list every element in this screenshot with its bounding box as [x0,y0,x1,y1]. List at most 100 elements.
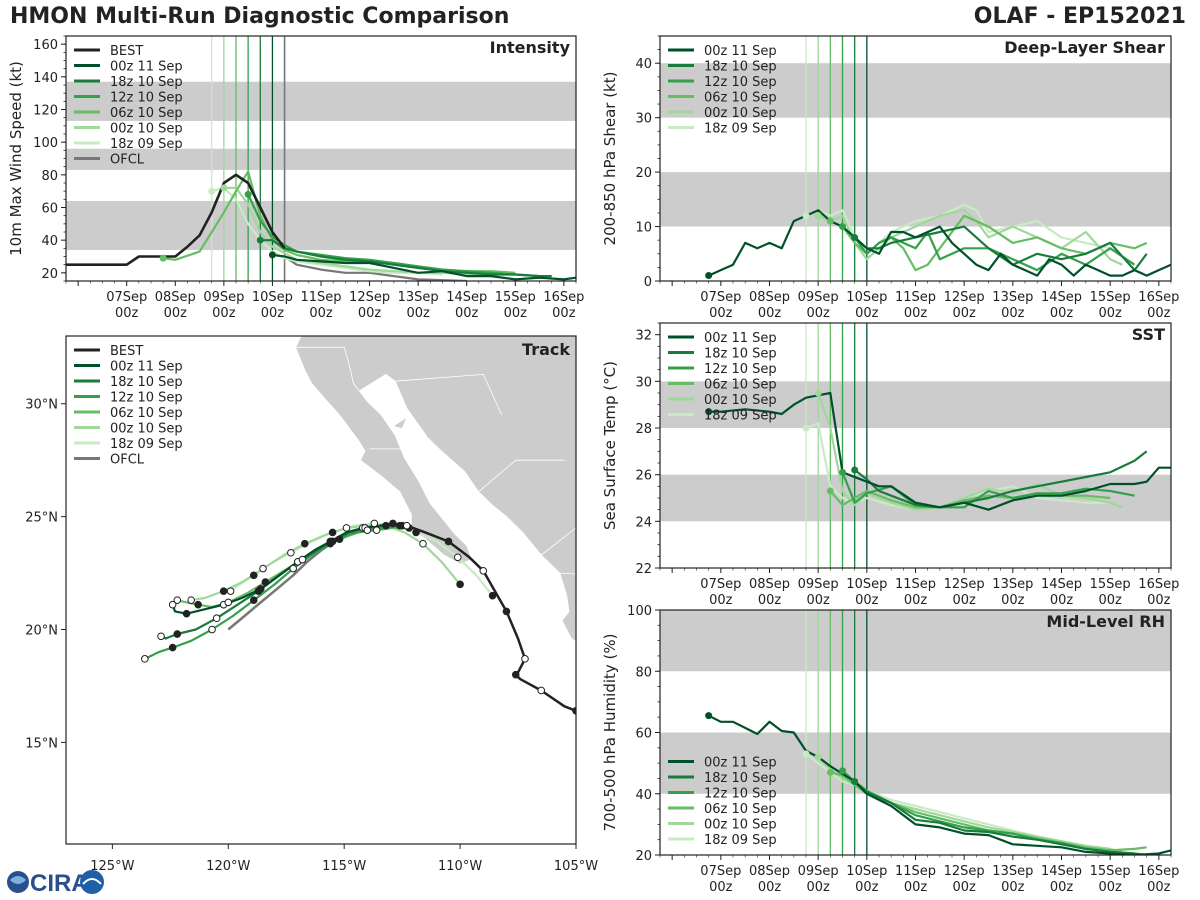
sst-ytick-label: 22 [635,562,652,577]
sst-ylabel: Sea Surface Temp (°C) [601,361,619,530]
shear-init-lines [805,36,868,281]
shear-xtick-label: 11Sep [895,290,936,305]
intensity-xtick-sublabel: 00z [309,306,333,321]
rh-ylabel: 700-500 hPa Humidity (%) [601,633,619,831]
sst-xtick-sublabel: 00z [952,593,976,608]
rh-xtick-sublabel: 00z [1001,880,1025,895]
shear-ytick-label: 30 [635,112,652,127]
intensity-best-line [66,173,286,266]
intensity-xtick-label: 14Sep [446,290,487,305]
rh-series-point [802,750,810,758]
sst-ytick-label: 28 [635,422,652,437]
shear-xtick-label: 10Sep [846,290,887,305]
track-best-point [479,567,488,575]
shear-title: Deep-Layer Shear [1004,38,1165,57]
rh-init-lines [805,610,868,855]
track-series-point [300,539,309,548]
shear-xtick-sublabel: 00z [1147,306,1171,321]
sst-series-point [705,408,713,416]
sst-init-lines [805,323,868,568]
track-series-point [298,555,307,564]
track-series-point [342,524,351,532]
shear-xtick-sublabel: 00z [904,306,928,321]
intensity-xtick-label: 09Sep [203,290,244,305]
rh-ytick-label: 40 [635,788,652,803]
shear-xtick-sublabel: 00z [758,306,782,321]
sst-series-point [814,389,822,397]
shear-legend-label: 00z 10 Sep [704,106,777,121]
rh-title: Mid-Level RH [1046,612,1165,631]
sst-series-line [854,450,1148,509]
intensity-xtick-sublabel: 00z [115,306,139,321]
rh-band [660,610,1171,672]
track-xtick-label: 125°W [90,859,134,874]
sst-xtick-label: 15Sep [1090,577,1131,592]
shear-legend-label: 12z 10 Sep [704,75,777,90]
state-border [478,459,565,493]
intensity-legend-label: 18z 10 Sep [110,75,183,90]
intensity-xtick-label: 10Sep [252,290,293,305]
intensity-xtick-label: 15Sep [495,290,536,305]
track-ytick-label: 15°N [25,736,58,751]
shear-series-point [826,217,834,225]
shear-xtick-label: 09Sep [798,290,839,305]
sst-xtick-sublabel: 00z [1050,593,1074,608]
sst-title: SST [1132,325,1165,344]
shear-series-point [814,212,822,220]
track-best-point [537,686,546,695]
track-legend-label: OFCL [110,453,145,468]
sst-xtick-label: 12Sep [944,577,985,592]
rh-xtick-sublabel: 00z [1147,880,1171,895]
rh-xtick-sublabel: 00z [952,880,976,895]
track-legend-label: 00z 10 Sep [110,422,183,437]
rh-series-point [705,712,713,720]
sst-band [660,474,1171,522]
shear-xtick-label: 13Sep [992,290,1033,305]
shear-band [660,172,1171,227]
sst-xtick-sublabel: 00z [806,593,830,608]
intensity-ytick-label: 40 [41,234,58,249]
sst-xtick-sublabel: 00z [904,593,928,608]
sst-series-line [708,391,1171,511]
shear-xtick-sublabel: 00z [709,306,733,321]
track-series-line [171,522,394,615]
shear-xtick-label: 08Sep [749,290,790,305]
rh-xtick-sublabel: 00z [806,880,830,895]
intensity-legend-label: 06z 10 Sep [110,106,183,121]
state-border [395,373,503,416]
sst-xtick-label: 07Sep [700,577,741,592]
rh-xtick-sublabel: 00z [1098,880,1122,895]
track-legend-label: 18z 10 Sep [110,375,183,390]
shear-series-point [851,233,859,241]
intensity-ytick-label: 80 [41,169,58,184]
sst-series [705,389,1171,511]
rh-series-point [839,767,846,775]
rh-series-line [708,714,1171,855]
rh-xtick-label: 16Sep [1138,864,1179,879]
intensity-series-point [256,236,264,244]
intensity-xtick-sublabel: 00z [455,306,479,321]
sst-legend-label: 12z 10 Sep [704,362,777,377]
track-series-line [160,524,400,640]
intensity-xtick-sublabel: 00z [261,306,285,321]
intensity-xtick-sublabel: 00z [212,306,236,321]
rh-legend-label: 18z 09 Sep [704,833,777,848]
track-series-point [335,535,344,544]
sst-series-point [826,487,834,495]
sst-xtick-sublabel: 00z [1098,593,1122,608]
track-xtick-label: 105°W [554,859,598,874]
rh-xtick-label: 09Sep [798,864,839,879]
intensity-series [66,170,576,281]
intensity-series-point [220,184,228,192]
track-series-point [372,526,381,534]
sst-panel: 22242628303207Sep00z08Sep00z09Sep00z10Se… [601,322,1179,608]
sst-xtick-label: 09Sep [798,577,839,592]
rh-legend-label: 00z 10 Sep [704,818,777,833]
track-series-point [326,539,335,548]
island-land [391,416,408,430]
shear-series [705,203,1171,280]
intensity-series-line [211,186,443,276]
shear-series-point [839,223,846,231]
sst-ytick-label: 24 [635,515,652,530]
shear-xtick-label: 14Sep [1041,290,1082,305]
